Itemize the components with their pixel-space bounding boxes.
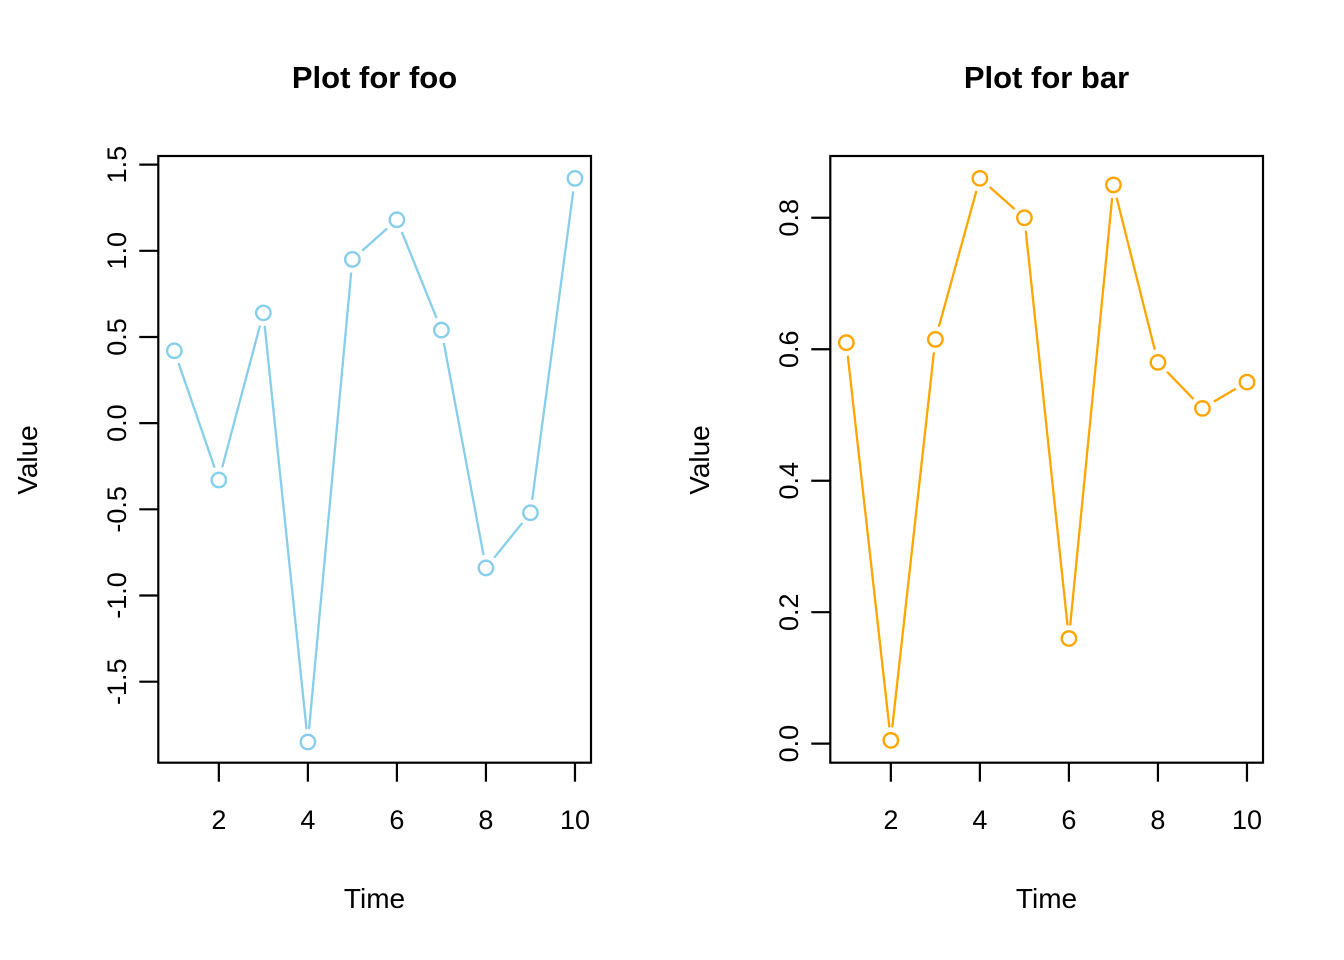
series-line-segment: [177, 362, 216, 468]
y-tick-label: 0.8: [774, 199, 804, 237]
data-point: [837, 334, 855, 352]
series-line-segment: [493, 522, 523, 559]
data-point: [1149, 353, 1167, 371]
x-tick-label: 6: [1061, 805, 1076, 835]
series-line-segment: [1069, 197, 1114, 626]
data-point: [1238, 373, 1256, 391]
y-tick-label: 1.5: [102, 146, 132, 184]
series-line-segment: [361, 227, 388, 252]
y-tick-label: -1.5: [102, 658, 132, 705]
data-point: [882, 731, 900, 749]
data-point: [1015, 209, 1033, 227]
x-tick-label: 8: [1150, 805, 1165, 835]
data-point: [926, 330, 944, 348]
data-point: [165, 342, 183, 360]
axis-box: [157, 154, 593, 764]
x-tick-label: 2: [883, 805, 898, 835]
series-line-segment: [891, 352, 935, 728]
x-tick-label: 10: [1232, 805, 1262, 835]
y-tick-label: 0.0: [102, 404, 132, 442]
y-tick-label: 0.4: [774, 462, 804, 500]
data-point: [210, 471, 228, 489]
data-point: [566, 170, 584, 187]
data-point: [433, 321, 450, 339]
x-tick-label: 4: [972, 805, 987, 835]
data-point: [1105, 176, 1122, 194]
y-tick-label: -1.0: [102, 572, 132, 619]
plot-area-foo: 2 4 6 8 10 -1.5 -1.0 -0.5 0.0 0.5 1.0 1.5: [102, 146, 593, 835]
panel-bar: Plot for bar 2 4 6 8 10 0.0 0.2 0.4 0.6 0.8 Time …: [672, 0, 1344, 960]
data-point: [1194, 400, 1211, 417]
series-line-segment: [1213, 388, 1237, 403]
x-tick-label: 6: [389, 805, 404, 835]
data-point: [299, 733, 317, 751]
chart-title-bar: Plot for bar: [963, 60, 1130, 95]
series-line-segment: [1024, 230, 1069, 626]
panel-foo: Plot for foo 2 4 6 8 10 -1.5 -1.0 -0.5 0.0 0.5 1.0…: [12, 60, 593, 914]
y-axis-label-bar: Value: [684, 425, 715, 495]
series-line-segment: [1115, 197, 1156, 350]
chart-title-foo: Plot for foo: [291, 60, 458, 95]
y-tick-label: -0.5: [102, 486, 132, 533]
series-line-segment: [308, 272, 353, 730]
x-tick-label: 2: [211, 805, 226, 835]
data-point: [388, 211, 406, 229]
y-tick-label: 0.6: [774, 330, 804, 368]
series-line-segment: [846, 355, 891, 728]
series-line-segment: [442, 342, 485, 556]
x-tick-label: 4: [300, 805, 315, 835]
series-line-segment: [263, 325, 308, 730]
y-tick-label: 1.0: [102, 232, 132, 270]
x-axis-label-foo: Time: [343, 883, 406, 914]
series-line-segment: [221, 325, 261, 468]
data-point: [343, 251, 361, 268]
plot-area-bar: 2 4 6 8 10 0.0 0.2 0.4 0.6 0.8: [774, 154, 1265, 835]
x-tick-label: 8: [478, 805, 493, 835]
data-point: [1060, 630, 1078, 647]
series-line-segment: [937, 190, 978, 328]
y-tick-label: 0.2: [774, 593, 804, 631]
x-tick-label: 10: [560, 805, 590, 835]
series-line-segment: [400, 231, 438, 319]
data-point: [477, 559, 495, 577]
data-point: [254, 304, 272, 322]
y-tick-label: 0.5: [102, 318, 132, 356]
series-line-segment: [1166, 371, 1194, 400]
series-line-segment: [531, 191, 575, 501]
x-axis-label-bar: Time: [1015, 883, 1078, 914]
y-axis-label-foo: Value: [12, 425, 43, 495]
series-line-segment: [989, 186, 1016, 210]
axis-box: [829, 154, 1265, 764]
data-point: [522, 504, 539, 522]
y-tick-label: 0.0: [774, 725, 804, 763]
data-point: [971, 169, 989, 187]
